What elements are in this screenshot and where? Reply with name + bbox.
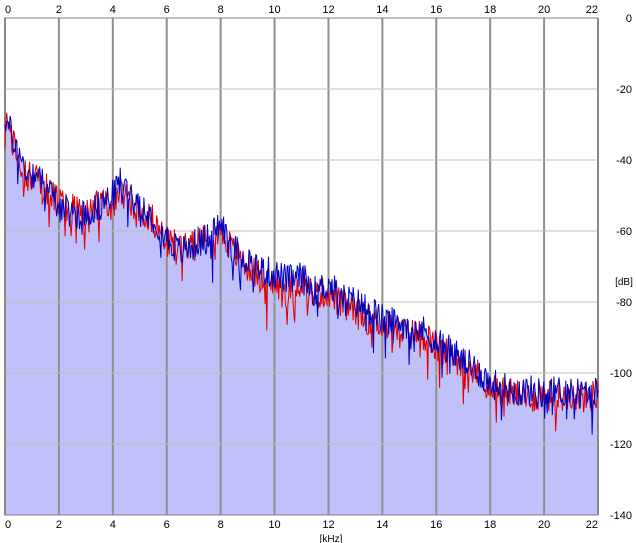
x-tick-labels-bottom: 0 2 4 6 8 10 12 14 16 18 20 22 xyxy=(5,519,598,531)
y-tick-label: -140 xyxy=(610,510,632,522)
gridlines xyxy=(4,17,599,516)
x-tick-label-top: 22 xyxy=(586,4,598,16)
plot-border xyxy=(4,17,599,516)
x-tick-label-bottom: 6 xyxy=(164,519,170,531)
x-tick-label-bottom: 10 xyxy=(268,519,280,531)
x-tick-label-bottom: 8 xyxy=(218,519,224,531)
series-line-0 xyxy=(4,115,599,435)
x-tick-label-bottom: 4 xyxy=(110,519,116,531)
y-tick-label: 0 xyxy=(626,13,632,25)
x-tick-label-top: 4 xyxy=(110,4,116,16)
x-tick-label-top: 12 xyxy=(322,4,334,16)
x-tick-label-top: 14 xyxy=(376,4,388,16)
y-tick-labels: 0 -20 -40 -60 -80 -100 -120 -140 xyxy=(610,13,632,522)
x-tick-labels-top: 0 2 4 6 8 10 12 14 16 18 20 22 xyxy=(5,4,598,16)
x-tick-label-bottom: 12 xyxy=(322,519,334,531)
x-tick-label-top: 0 xyxy=(5,4,11,16)
spectrum-area xyxy=(5,112,598,515)
x-tick-label-bottom: 16 xyxy=(430,519,442,531)
x-tick-label-top: 16 xyxy=(430,4,442,16)
y-tick-label: -100 xyxy=(610,368,632,380)
x-tick-label-top: 6 xyxy=(164,4,170,16)
y-tick-label: -60 xyxy=(616,226,632,238)
x-tick-label-top: 18 xyxy=(484,4,496,16)
x-tick-label-top: 10 xyxy=(268,4,280,16)
x-tick-label-bottom: 2 xyxy=(56,519,62,531)
x-tick-label-bottom: 18 xyxy=(484,519,496,531)
x-tick-label-bottom: 0 xyxy=(5,519,11,531)
y-tick-label: -40 xyxy=(616,155,632,167)
x-tick-label-top: 8 xyxy=(218,4,224,16)
y-axis-label: [dB] xyxy=(615,277,633,288)
x-axis-label: [kHz] xyxy=(320,534,343,543)
y-tick-label: -80 xyxy=(616,297,632,309)
x-tick-label-bottom: 20 xyxy=(538,519,550,531)
x-tick-label-top: 20 xyxy=(538,4,550,16)
y-tick-label: -120 xyxy=(610,439,632,451)
y-tick-label: -20 xyxy=(616,84,632,96)
series-lines xyxy=(4,112,599,435)
spectrum-fill xyxy=(5,112,598,515)
x-tick-label-top: 2 xyxy=(56,4,62,16)
x-tick-label-bottom: 22 xyxy=(586,519,598,531)
x-tick-label-bottom: 14 xyxy=(376,519,388,531)
